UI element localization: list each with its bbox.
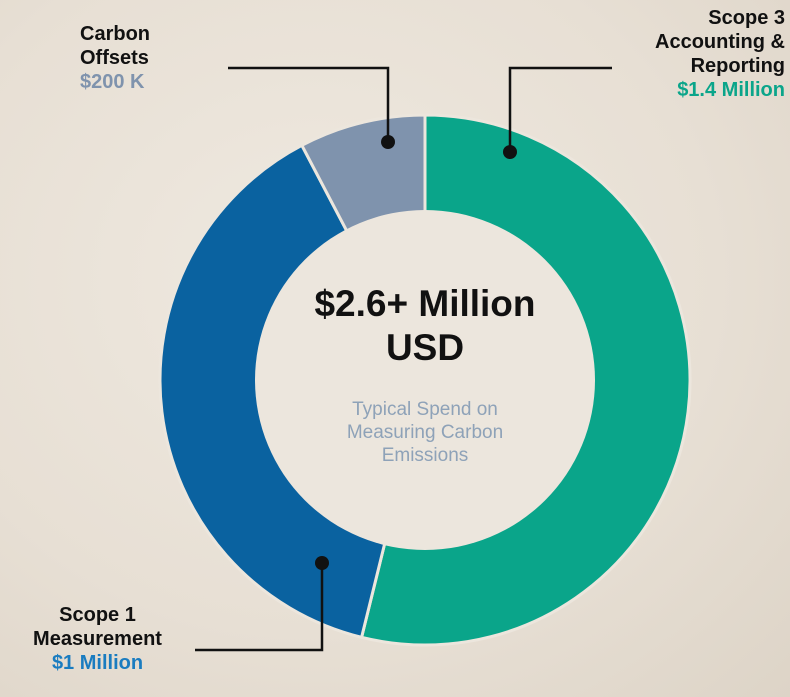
center-title: $2.6+ Million USD — [314, 283, 536, 368]
leader-line — [228, 66, 390, 142]
label-scope1: Scope 1 Measurement $1 Million — [5, 603, 190, 675]
leader-dots — [315, 135, 517, 570]
value-label: $1.4 Million — [677, 79, 785, 101]
leader-line — [508, 66, 612, 152]
value-label: $1 Million — [51, 652, 144, 674]
center-subtitle: Typical Spend on Measuring Carbon Emissi… — [346, 399, 504, 466]
leader-dot — [315, 556, 329, 570]
category-label: Scope 3 Accounting & Reporting — [655, 7, 785, 77]
label-offsets: Carbon Offsets $200 K — [80, 22, 180, 94]
category-label: Carbon Offsets — [80, 23, 150, 69]
leader-dot — [381, 135, 395, 149]
value-label: $200 K — [80, 71, 145, 93]
leader-dot — [503, 145, 517, 159]
label-scope3: Scope 3 Accounting & Reporting $1.4 Mill… — [645, 6, 785, 102]
leaders — [195, 66, 612, 652]
leader-line — [195, 563, 324, 652]
donut-hole — [255, 210, 595, 550]
category-label: Scope 1 Measurement — [33, 604, 162, 650]
